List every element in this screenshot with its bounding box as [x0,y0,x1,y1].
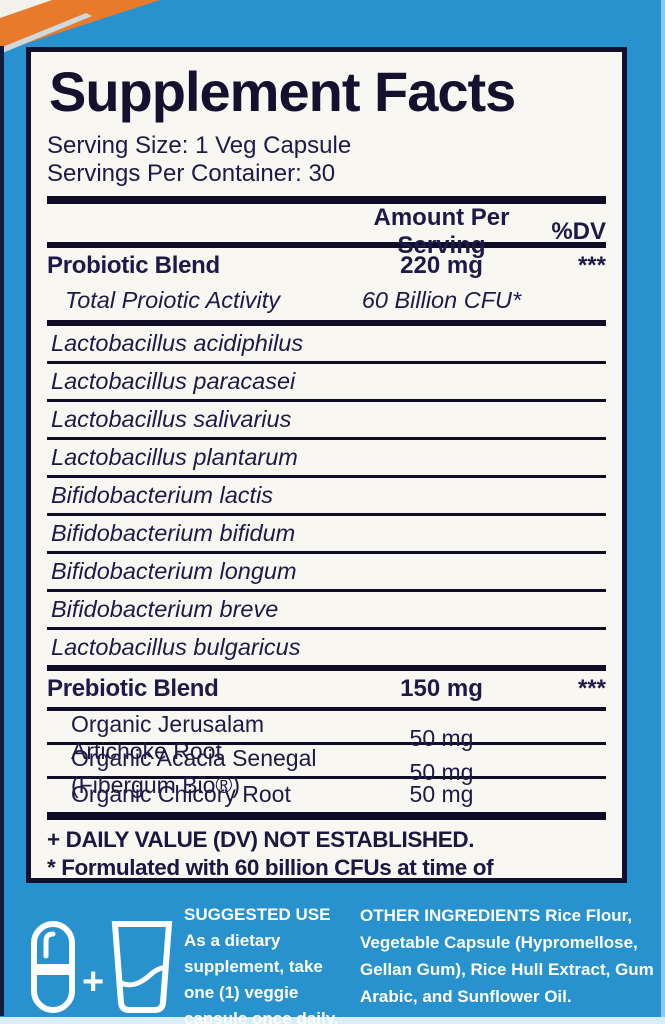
divider-thick [47,812,606,820]
serving-info: Serving Size: 1 Veg Capsule Servings Per… [47,132,606,188]
ingredient-amount: 150 mg [400,675,483,702]
strain-row: Bifidobacterium bifidum [51,520,296,546]
divider-thin [47,475,606,478]
divider-thin [47,776,606,779]
divider-medium [47,320,606,326]
strain-row: Lactobacillus acidiphilus [51,330,304,356]
prebiotic-item-row: Organic Jerusalam Artichoke Root 50 mg [47,711,606,764]
ingredient-name: Organic Acacia Senegal (Fibergum Bio®) [71,745,317,798]
panel-title: Supplement Facts [49,60,516,123]
ingredient-name: Prebiotic Blend [47,675,219,702]
ingredient-name: Total Proiotic Activity [65,286,281,313]
suggested-use-text: SUGGESTED USE As a dietary supplement, t… [184,905,339,1024]
strain-row: Lactobacillus plantarum [51,444,298,470]
other-ingredients-text: OTHER INGREDIENTS Rice Flour, Vegetable … [360,906,654,1006]
right-edge-line [661,0,665,1024]
divider-thin [47,513,606,516]
divider-thick [47,196,606,204]
strain-row: Bifidobacterium breve [51,596,279,622]
strain-row: Bifidobacterium longum [51,558,297,584]
table-header: Amount Per Serving %DV [47,204,606,259]
ingredient-amount: 50 mg [409,781,474,807]
serving-size: Serving Size: 1 Veg Capsule [47,132,352,159]
supplement-facts-panel: Supplement Facts Serving Size: 1 Veg Cap… [26,47,627,883]
column-amount-per-serving: Amount Per Serving [373,204,510,259]
bottom-edge-strip [0,1017,665,1024]
ingredient-dv: *** [577,252,606,279]
ingredient-name: Probiotic Blend [47,252,220,279]
ingredient-amount: 50 mg [409,758,474,785]
prebiotic-blend-row: Prebiotic Blend 150 mg *** [47,671,606,707]
divider-medium [47,665,606,671]
servings-per-container: Servings Per Container: 30 [47,160,336,187]
strain-row: Lactobacillus paracasei [51,368,296,394]
divider-thin [47,361,606,364]
ingredient-amount: 50 mg [409,724,474,751]
usage-icons: + [30,906,180,1024]
footnotes: + DAILY VALUE (DV) NOT ESTABLISHED. * Fo… [47,826,606,880]
footnote-cfu: * Formulated with 60 billion CFUs at tim… [47,855,494,880]
capsule-icon [30,920,76,1019]
divider-thin [47,742,606,745]
divider-thin [47,437,606,440]
strain-row: Bifidobacterium lactis [51,482,274,508]
label-footer: + SUGGESTED USE As a dietary supplement,… [30,900,660,1024]
divider-medium [47,242,606,248]
water-glass-icon [110,920,174,1019]
strain-row: Lactobacillus salivarius [51,406,292,432]
ingredient-name: Organic Jerusalam Artichoke Root [71,711,265,764]
probiotic-activity-row: Total Proiotic Activity 60 Billion CFU* [47,284,606,320]
prebiotic-item-row: Organic Chicory Root 50 mg [47,779,606,810]
divider-thin [47,627,606,630]
strain-row: Lactobacillus bulgaricus [51,634,301,660]
ingredient-amount: 220 mg [400,252,483,279]
prebiotic-item-row: Organic Acacia Senegal (Fibergum Bio®) 5… [47,745,606,798]
ingredient-dv: *** [577,675,606,702]
left-edge-line [0,46,4,1016]
divider-thin [47,707,606,711]
column-dv: %DV [551,218,606,245]
plus-icon: + [82,961,105,1003]
divider-thin [47,551,606,554]
ingredient-amount: 60 Billion CFU* [361,286,522,313]
divider-thin [47,589,606,592]
probiotic-blend-row: Probiotic Blend 220 mg *** [47,248,606,284]
divider-thin [47,399,606,402]
footnote-dv: + DAILY VALUE (DV) NOT ESTABLISHED. [47,827,475,852]
ingredient-name: Organic Chicory Root [71,781,291,807]
